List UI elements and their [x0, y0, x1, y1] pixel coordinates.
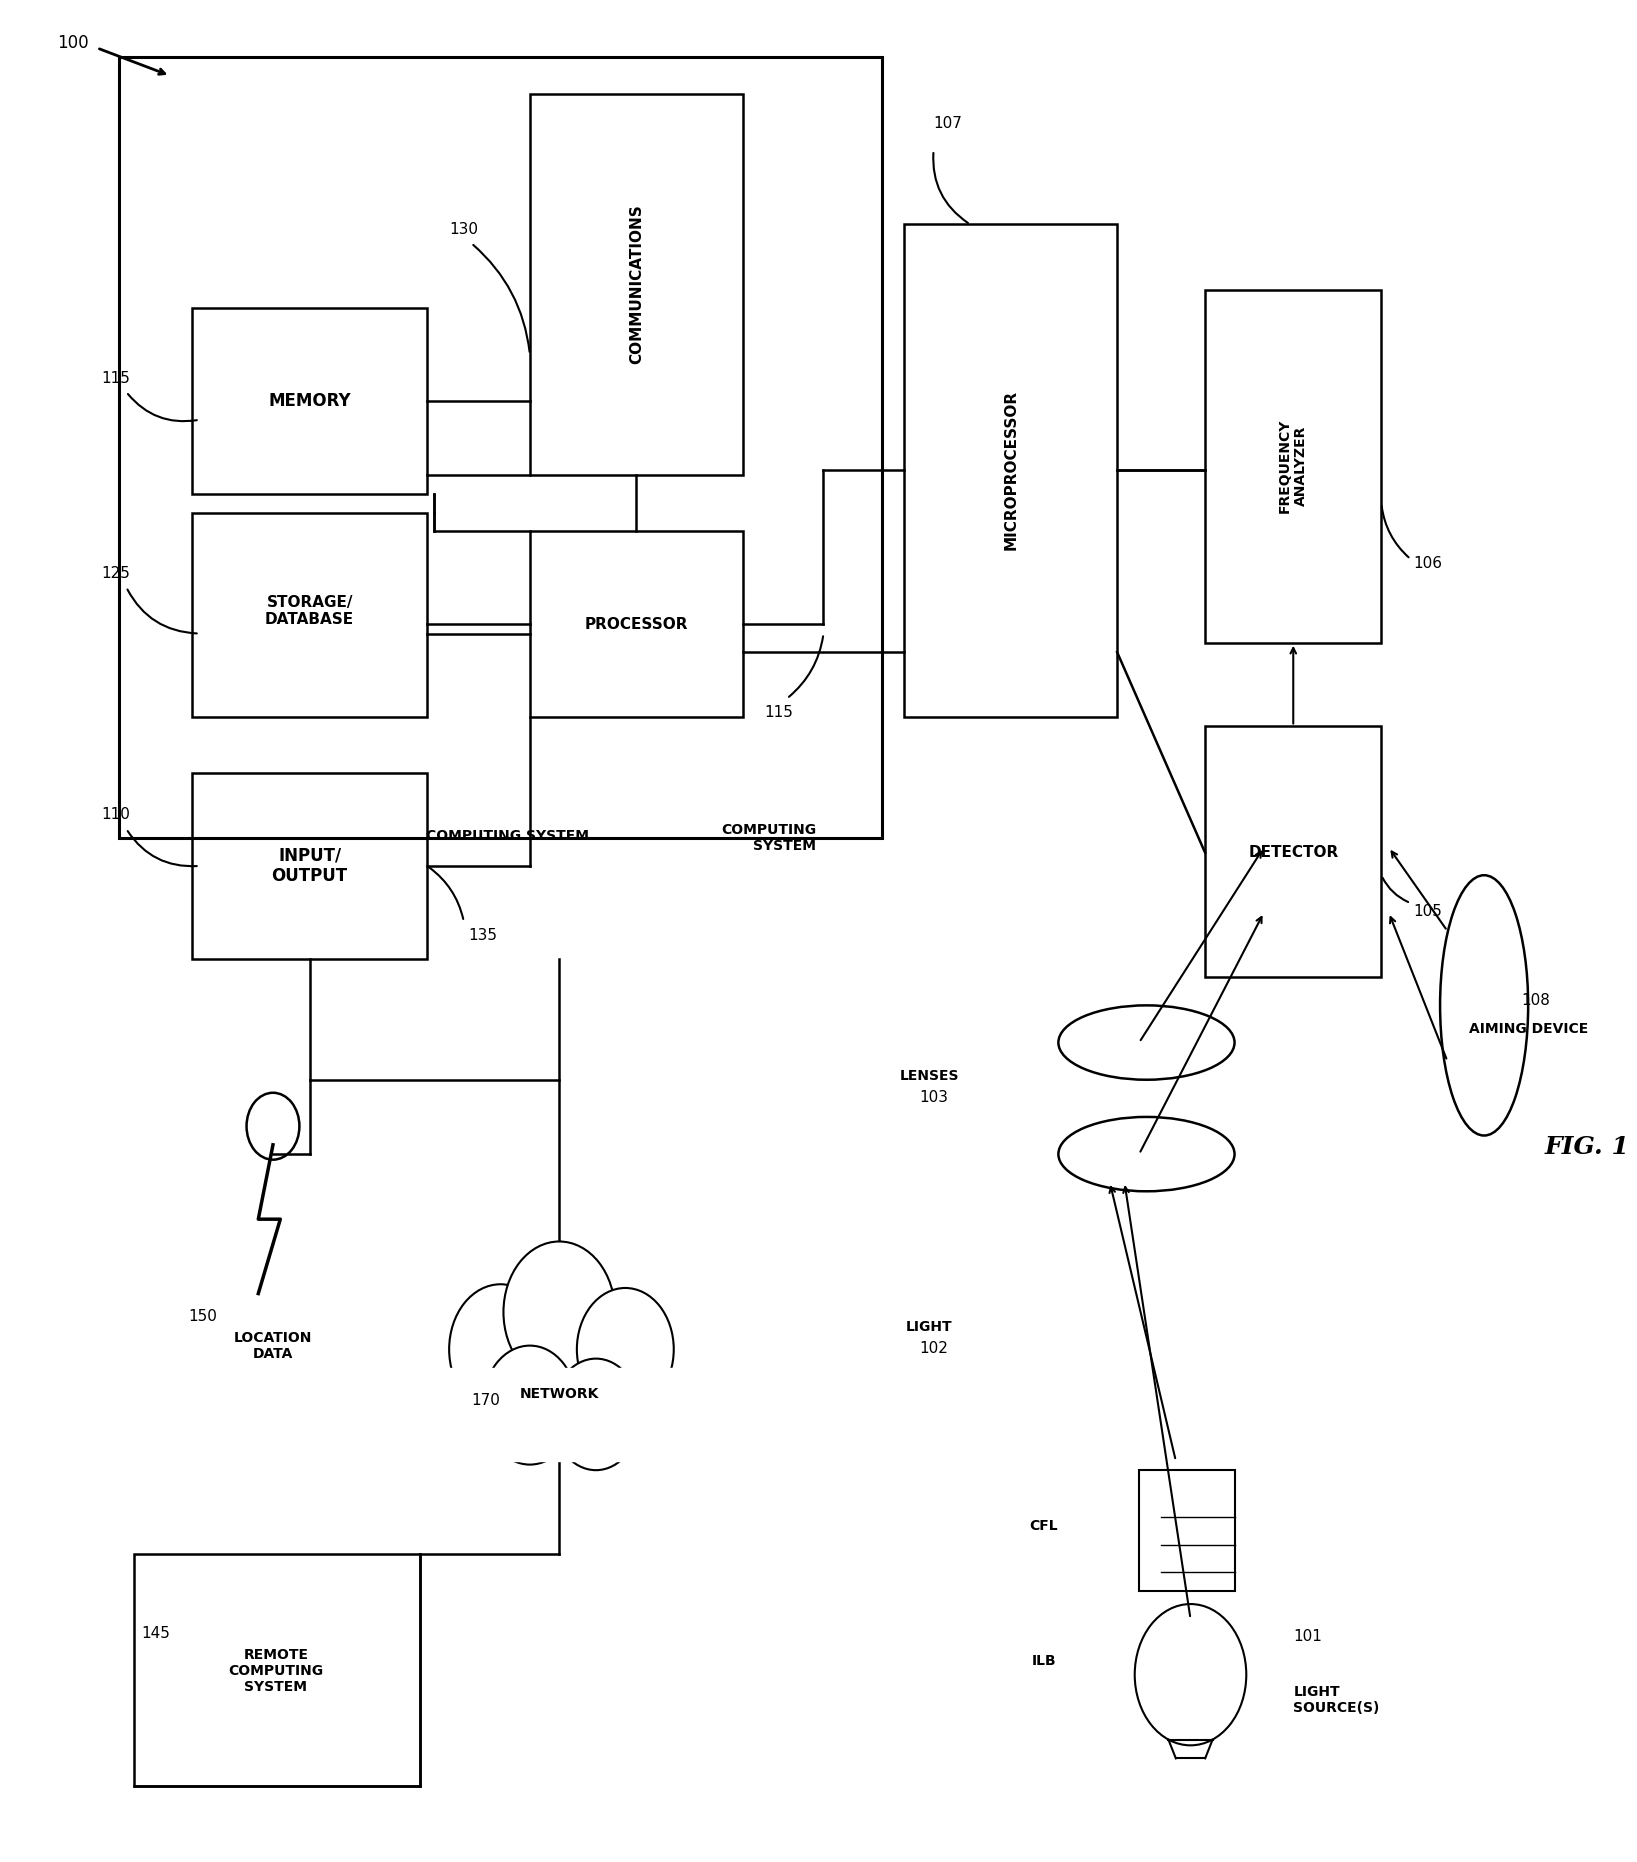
Text: COMPUTING SYSTEM: COMPUTING SYSTEM	[426, 829, 589, 843]
Text: 103: 103	[918, 1089, 948, 1104]
Bar	[442, 1369, 676, 1462]
Text: REMOTE
COMPUTING
SYSTEM: REMOTE COMPUTING SYSTEM	[228, 1648, 324, 1694]
Bar	[904, 225, 1116, 717]
Text: INPUT/
OUTPUT: INPUT/ OUTPUT	[272, 847, 347, 884]
Bar	[530, 531, 743, 717]
Circle shape	[449, 1285, 552, 1415]
Text: 170: 170	[471, 1393, 499, 1408]
Text: COMPUTING
SYSTEM: COMPUTING SYSTEM	[720, 823, 817, 853]
Text: LENSES: LENSES	[899, 1069, 959, 1082]
Bar	[134, 1555, 419, 1786]
Text: PROCESSOR: PROCESSOR	[584, 616, 688, 631]
Text: FREQUENCY
ANALYZER: FREQUENCY ANALYZER	[1278, 419, 1308, 514]
Circle shape	[576, 1289, 674, 1411]
Text: 125: 125	[101, 566, 129, 581]
Circle shape	[504, 1242, 616, 1383]
Text: 105: 105	[1414, 905, 1442, 920]
Bar	[530, 95, 743, 475]
Text: 130: 130	[449, 222, 478, 236]
Text: 115: 115	[101, 371, 129, 385]
Text: MICROPROCESSOR: MICROPROCESSOR	[1003, 389, 1018, 549]
Bar	[1205, 290, 1382, 642]
Circle shape	[552, 1359, 640, 1471]
Text: 150: 150	[188, 1309, 216, 1324]
Bar	[192, 512, 427, 717]
Text: ILB: ILB	[1031, 1655, 1056, 1668]
Text: 106: 106	[1414, 557, 1442, 572]
Text: 102: 102	[918, 1341, 948, 1356]
Text: 101: 101	[1293, 1629, 1323, 1644]
Text: MEMORY: MEMORY	[268, 393, 350, 410]
Text: 100: 100	[57, 34, 88, 52]
Text: NETWORK: NETWORK	[519, 1387, 599, 1400]
Text: FIG. 1: FIG. 1	[1544, 1136, 1629, 1160]
Text: LIGHT
SOURCE(S): LIGHT SOURCE(S)	[1293, 1685, 1380, 1715]
Circle shape	[483, 1346, 576, 1465]
Text: CFL: CFL	[1030, 1519, 1058, 1532]
Text: COMMUNICATIONS: COMMUNICATIONS	[629, 205, 643, 363]
Bar	[120, 58, 882, 838]
Text: 115: 115	[764, 706, 794, 721]
Text: 145: 145	[141, 1626, 170, 1640]
Text: 108: 108	[1521, 992, 1550, 1009]
Text: LIGHT: LIGHT	[905, 1320, 953, 1333]
Bar	[1205, 726, 1382, 978]
Bar	[1139, 1471, 1234, 1590]
Text: 110: 110	[101, 808, 129, 823]
Text: 135: 135	[468, 929, 498, 944]
Bar	[192, 307, 427, 493]
Text: AIMING DEVICE: AIMING DEVICE	[1470, 1022, 1588, 1037]
Bar	[192, 773, 427, 959]
Text: 107: 107	[933, 115, 963, 130]
Text: LOCATION
DATA: LOCATION DATA	[234, 1331, 313, 1361]
Text: DETECTOR: DETECTOR	[1247, 845, 1339, 860]
Text: STORAGE/
DATABASE: STORAGE/ DATABASE	[265, 596, 354, 627]
